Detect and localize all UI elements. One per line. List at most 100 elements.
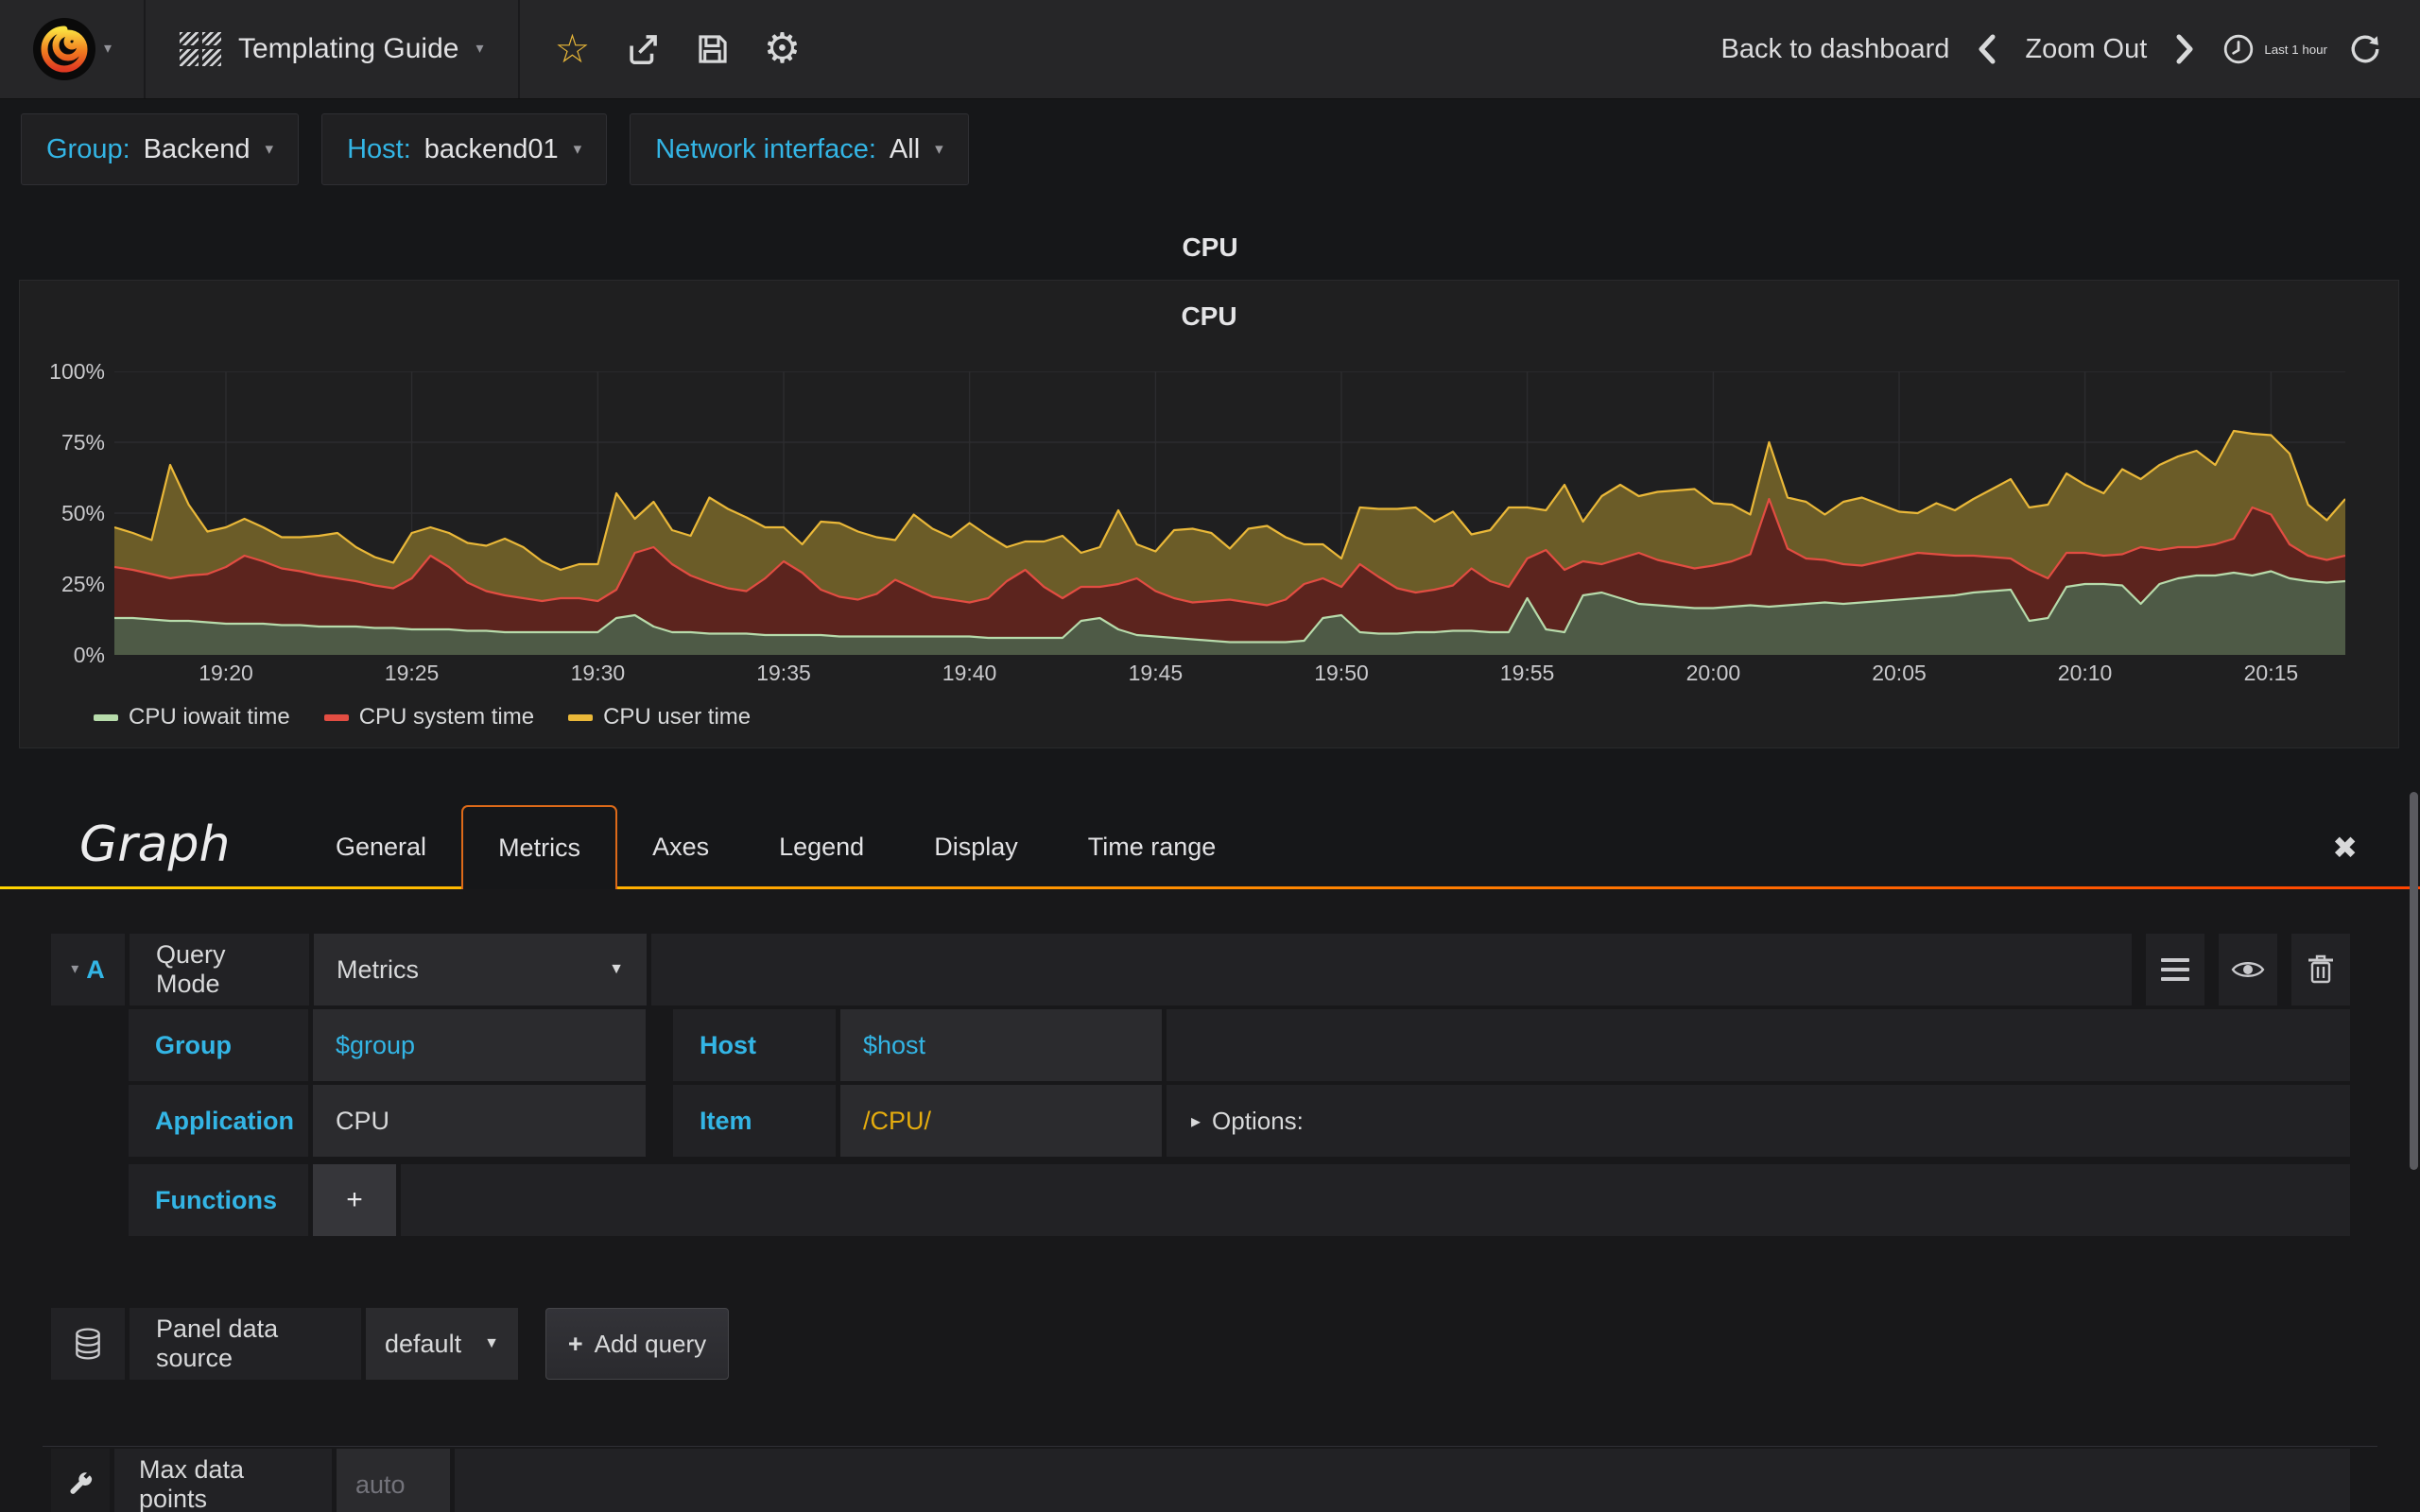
zoom-out-button[interactable]: Zoom Out [2025,33,2148,64]
line-cpu-user-time [114,431,2345,570]
legend-item[interactable]: CPU user time [568,704,751,730]
line-cpu-system-time [114,499,2345,606]
x-tick-label: 20:05 [1872,661,1927,685]
application-input[interactable] [334,1105,625,1137]
navbar: ▾ Templating Guide ▾ ☆ [0,0,2420,99]
legend-label: CPU user time [603,704,752,730]
variable-host-select[interactable]: Host: backend01 ▾ [321,113,608,185]
x-tick-label: 20:15 [2243,661,2299,685]
cpu-graph-panel: CPU 0% 25% 50% 75% 100% 19:20 19:25 19:30 19:35… [19,280,2399,748]
chevron-down-icon: ▾ [475,41,484,57]
item-field-label: Item [673,1085,836,1157]
query-row-filler [1167,1009,2350,1081]
time-shift-right-button[interactable] [2164,28,2205,70]
area-cpu-iowait-time [114,571,2345,655]
tab-legend[interactable]: Legend [779,833,865,861]
wrench-icon-cell [51,1449,110,1512]
query-mode-value: Metrics [337,954,419,984]
tab-display[interactable]: Display [934,833,1018,861]
variable-netif-select[interactable]: Network interface: All ▾ [630,113,969,185]
max-data-points-field [337,1449,450,1512]
variable-label: Host: [347,133,411,164]
variable-value: All [889,133,921,164]
query-mode-select[interactable]: Metrics ▼ [314,934,647,1005]
max-data-points-input[interactable] [354,1469,433,1501]
settings-button[interactable]: ⚙ [754,21,811,77]
panel-title[interactable]: CPU [1181,301,1237,331]
legend-item[interactable]: CPU iowait time [94,704,290,730]
variable-value: backend01 [424,133,559,164]
cpu-usage-chart[interactable]: 0% 25% 50% 75% 100% 19:20 19:25 19:30 19:35 19:4… [49,359,2345,685]
save-icon [698,35,727,63]
query-collapse-toggle[interactable]: ▾ A [51,934,125,1005]
functions-filler [401,1164,2350,1236]
item-input[interactable] [861,1105,1141,1137]
x-tick-label: 20:00 [1685,661,1741,685]
datasource-select[interactable]: default ▼ [366,1308,518,1380]
tab-axes[interactable]: Axes [652,833,710,861]
time-shift-left-button[interactable] [1966,28,2008,70]
options-toggle[interactable]: ▸ Options: [1167,1085,2350,1157]
scrollbar[interactable] [2410,792,2418,1170]
variable-label: Network interface: [655,133,876,164]
variable-group-select[interactable]: Group: Backend ▾ [21,113,300,185]
grafana-logo-menu[interactable]: ▾ [0,0,146,98]
panel-options-section: Max data points [43,1446,2377,1512]
legend-swatch [94,713,118,721]
time-range-label: Last 1 hour [2264,42,2327,57]
host-input[interactable] [861,1029,1141,1061]
query-toggle-visibility-button[interactable] [2219,934,2277,1005]
back-to-dashboard-button[interactable]: Back to dashboard [1720,33,1950,64]
tab-time-range[interactable]: Time range [1087,833,1217,861]
query-delete-button[interactable] [2291,934,2350,1005]
group-input[interactable] [334,1029,625,1061]
chart-canvas[interactable] [114,371,2345,655]
chevron-down-icon: ▾ [103,41,112,57]
plus-icon: + [567,1329,583,1358]
legend-swatch [568,713,594,721]
tab-general[interactable]: General [336,833,427,861]
group-field [313,1009,646,1081]
application-field-label: Application [129,1085,308,1157]
add-query-button[interactable]: + Add query [545,1308,729,1380]
save-button[interactable] [684,21,741,77]
host-field [840,1009,1162,1081]
query-mode-label: Query Mode [130,934,309,1005]
area-cpu-user-time [114,431,2345,606]
close-editor-button[interactable]: ✖ [2332,830,2358,866]
refresh-button[interactable] [2344,21,2386,77]
chevron-left-icon [1979,34,1996,64]
time-range-picker[interactable]: Last 1 hour [2222,33,2327,65]
caret-right-icon: ▸ [1191,1110,1201,1132]
legend-item[interactable]: CPU system time [323,704,535,730]
tab-metrics[interactable]: Metrics [461,805,618,889]
close-icon: ✖ [2332,831,2358,865]
legend-label: CPU system time [358,704,535,730]
x-tick-label: 20:10 [2057,661,2113,685]
x-tick-label: 19:25 [384,661,440,685]
refresh-icon [2351,35,2379,63]
options-label: Options: [1212,1106,1304,1135]
item-field [840,1085,1162,1157]
x-tick-label: 19:35 [756,661,811,685]
dashboard-title-menu[interactable]: Templating Guide ▾ [146,0,520,98]
dashboard-row-title: CPU [1182,232,1238,262]
query-row-filler [651,934,2132,1005]
star-icon: ☆ [554,26,591,71]
query-letter: A [86,954,105,984]
x-tick-label: 19:45 [1128,661,1184,685]
query-field-row-2: Application Item ▸ Options: [129,1085,2350,1157]
star-button[interactable]: ☆ [544,21,601,77]
share-button[interactable] [614,21,671,77]
line-cpu-iowait-time [114,572,2345,643]
query-menu-button[interactable] [2146,934,2204,1005]
caret-down-icon: ▼ [484,1335,499,1351]
caret-down-icon: ▾ [935,140,943,158]
add-function-button[interactable]: + [313,1164,396,1236]
options-row: ▸ Options: [1167,1085,2350,1157]
plus-icon: + [346,1184,363,1215]
chevron-right-icon [2176,34,2193,64]
metrics-editor: ▾ A Query Mode Metrics ▼ [0,889,2420,1512]
functions-label: Functions [129,1164,308,1236]
variable-label: Group: [46,133,130,164]
